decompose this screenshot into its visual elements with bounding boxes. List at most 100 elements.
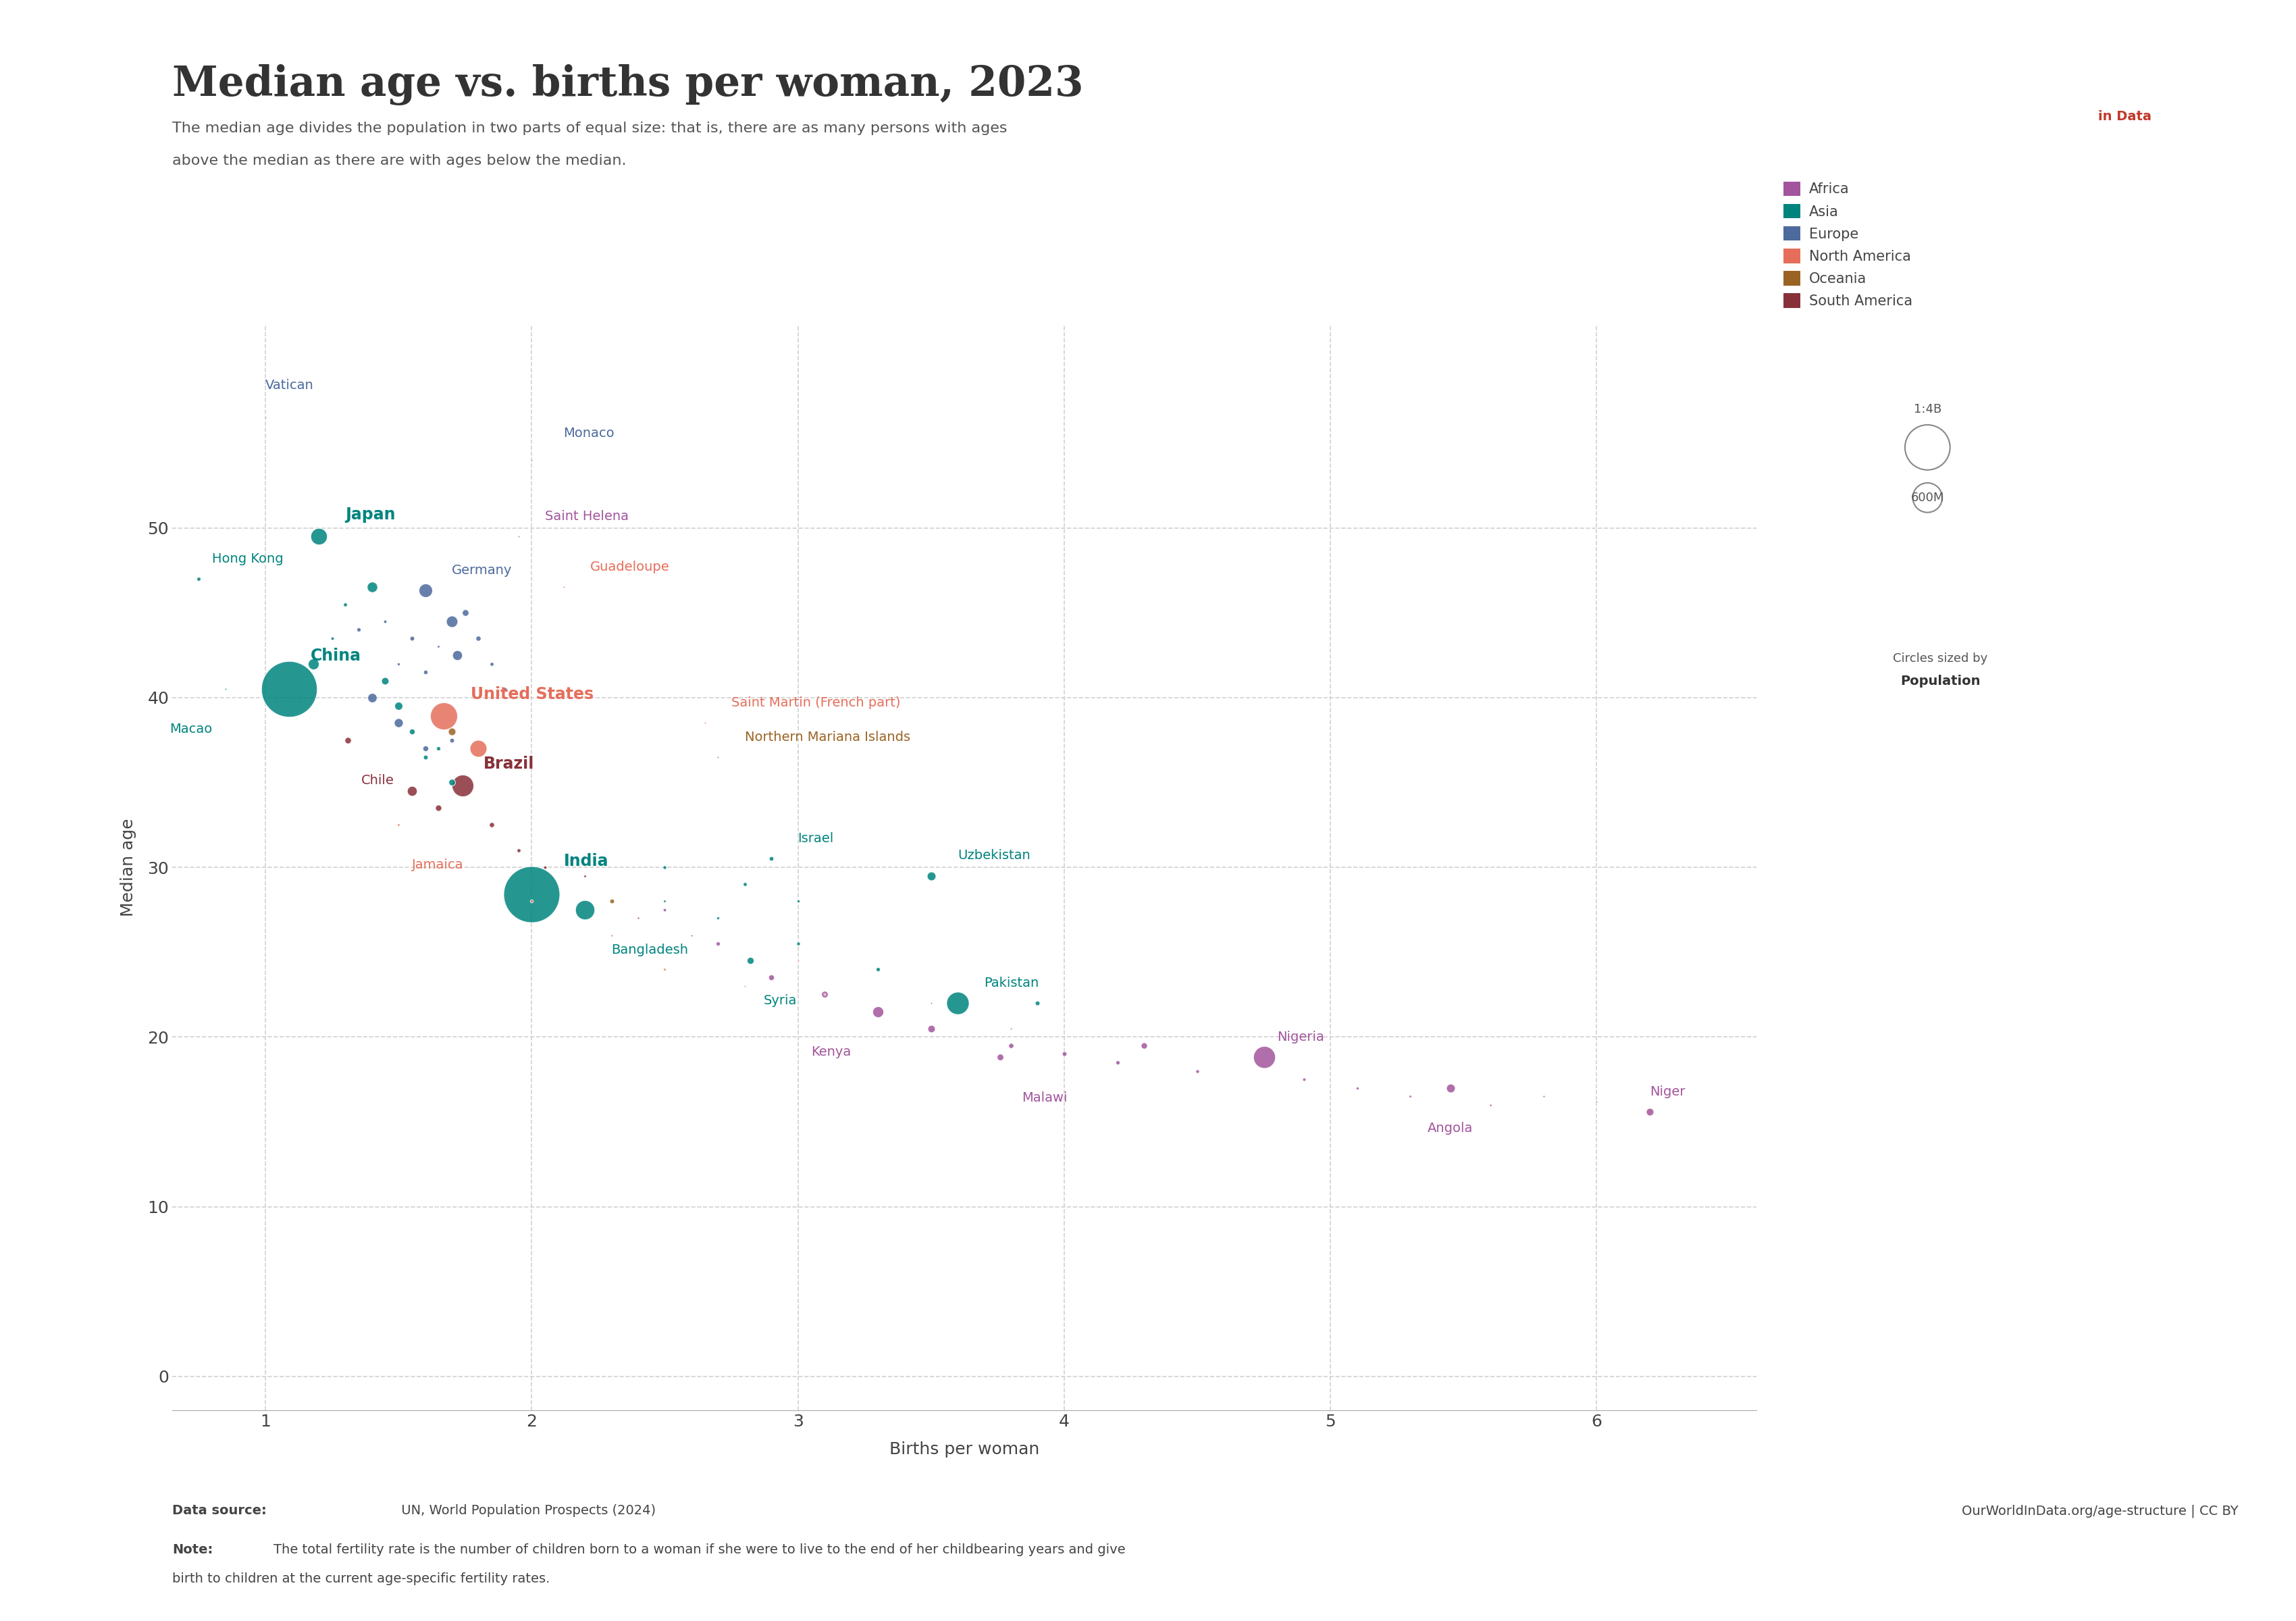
Text: Hong Kong: Hong Kong xyxy=(211,553,282,566)
Text: Nigeria: Nigeria xyxy=(1277,1031,1325,1044)
Text: UN, World Population Prospects (2024): UN, World Population Prospects (2024) xyxy=(397,1504,657,1517)
Text: Malawi: Malawi xyxy=(1022,1091,1068,1104)
Point xyxy=(354,574,390,600)
Point xyxy=(381,710,418,736)
Point xyxy=(315,626,351,652)
Text: 1:4B: 1:4B xyxy=(1913,404,1942,415)
Text: The total fertility rate is the number of children born to a woman if she were t: The total fertility rate is the number o… xyxy=(273,1543,1125,1556)
Point xyxy=(526,854,563,880)
Text: Israel: Israel xyxy=(799,832,833,845)
Point xyxy=(420,794,457,820)
Point xyxy=(381,694,418,720)
Text: above the median as there are with ages below the median.: above the median as there are with ages … xyxy=(172,154,627,167)
Point xyxy=(567,896,604,922)
Point xyxy=(406,736,443,762)
Text: Data source:: Data source: xyxy=(172,1504,266,1517)
Point xyxy=(331,726,367,752)
Point xyxy=(434,718,471,744)
Text: China: China xyxy=(310,647,360,663)
Text: Guadeloupe: Guadeloupe xyxy=(590,561,670,574)
Point xyxy=(294,650,331,676)
Point xyxy=(806,982,843,1008)
Point xyxy=(393,626,429,652)
Point xyxy=(1244,1044,1281,1070)
Point xyxy=(687,710,723,736)
Text: Saint Martin (French part): Saint Martin (French part) xyxy=(732,697,900,710)
Point xyxy=(406,744,443,770)
Point xyxy=(647,888,684,914)
Point xyxy=(726,870,762,896)
Point xyxy=(983,1044,1019,1070)
Point xyxy=(781,948,817,974)
Point xyxy=(781,930,817,956)
Text: Pakistan: Pakistan xyxy=(985,976,1040,989)
Point xyxy=(567,862,604,888)
Point xyxy=(393,778,429,804)
Text: Brazil: Brazil xyxy=(484,755,535,772)
Point xyxy=(434,770,471,796)
Point xyxy=(700,905,737,930)
Point xyxy=(544,574,581,600)
Point xyxy=(914,1015,951,1041)
Point xyxy=(248,405,285,431)
Text: Monaco: Monaco xyxy=(563,426,615,439)
Point xyxy=(992,1033,1029,1059)
Text: in Data: in Data xyxy=(2099,110,2151,123)
Point xyxy=(367,668,404,694)
Point xyxy=(1045,1041,1081,1067)
Point xyxy=(420,736,457,762)
Point xyxy=(434,608,471,634)
Y-axis label: Median age: Median age xyxy=(119,819,135,916)
Point xyxy=(406,660,443,686)
Point xyxy=(753,846,790,872)
Text: Bangladesh: Bangladesh xyxy=(611,943,689,956)
Point xyxy=(439,642,475,668)
Text: Chile: Chile xyxy=(360,773,395,786)
Point xyxy=(1391,1083,1428,1109)
Point xyxy=(301,524,338,550)
Text: Population: Population xyxy=(1901,674,1979,687)
Text: Uzbekistan: Uzbekistan xyxy=(957,849,1031,862)
Point xyxy=(381,812,418,838)
Text: 600M: 600M xyxy=(1910,491,1945,504)
Point xyxy=(487,676,523,702)
Point xyxy=(1577,1088,1614,1114)
Text: Niger: Niger xyxy=(1651,1084,1685,1097)
Point xyxy=(859,956,895,982)
Point xyxy=(1433,1075,1469,1101)
Text: The median age divides the population in two parts of equal size: that is, there: The median age divides the population in… xyxy=(172,122,1008,135)
Point xyxy=(501,838,537,864)
Point xyxy=(473,812,510,838)
Point xyxy=(367,608,404,634)
Point xyxy=(700,744,737,770)
Text: Angola: Angola xyxy=(1428,1122,1474,1135)
Text: Median age vs. births per woman, 2023: Median age vs. births per woman, 2023 xyxy=(172,65,1084,105)
Point xyxy=(459,736,496,762)
Point xyxy=(473,650,510,676)
Point xyxy=(1632,1099,1669,1125)
Text: Our World: Our World xyxy=(2087,63,2163,76)
Text: India: India xyxy=(563,853,608,869)
Point xyxy=(781,888,817,914)
Point xyxy=(732,948,769,974)
Text: Vatican: Vatican xyxy=(266,379,315,392)
Point xyxy=(753,964,790,990)
Point xyxy=(647,956,684,982)
Point xyxy=(592,922,629,948)
Point xyxy=(393,718,429,744)
Point xyxy=(434,726,471,752)
Point xyxy=(514,447,551,473)
Point xyxy=(1339,1075,1375,1101)
Text: Circles sized by: Circles sized by xyxy=(1892,652,1988,665)
Text: Kenya: Kenya xyxy=(810,1046,852,1059)
Point xyxy=(673,922,709,948)
Point xyxy=(425,704,461,729)
Point xyxy=(1286,1067,1322,1093)
Point xyxy=(271,676,308,702)
Text: Germany: Germany xyxy=(452,564,512,577)
Point xyxy=(354,684,390,710)
Text: Jamaica: Jamaica xyxy=(411,859,464,872)
Text: United States: United States xyxy=(471,686,592,702)
Point xyxy=(1178,1059,1215,1084)
Point xyxy=(806,982,843,1008)
